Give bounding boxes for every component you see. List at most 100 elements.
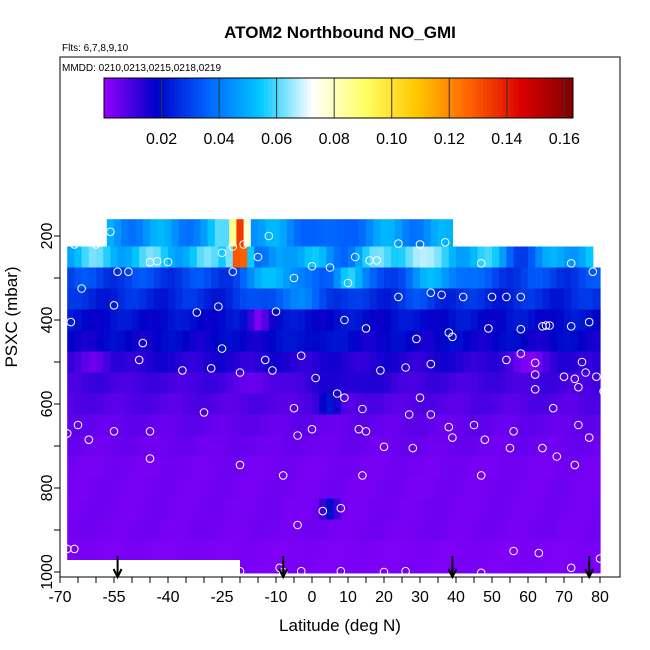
heatmap-cell: [74, 519, 83, 542]
heatmap-cell: [549, 435, 558, 458]
heatmap-cell: [492, 372, 500, 395]
heatmap-cell: [240, 246, 248, 269]
x-tick-label: 50: [483, 589, 501, 606]
heatmap-cell: [456, 330, 464, 353]
heatmap-cell: [506, 267, 515, 290]
heatmap-cell: [564, 330, 572, 353]
heatmap-cell: [409, 219, 417, 248]
heatmap-cell: [412, 267, 421, 290]
heatmap-cell: [585, 288, 594, 311]
heatmap-cell: [283, 435, 291, 458]
heatmap-cell: [153, 330, 162, 353]
heatmap-cell: [326, 498, 335, 521]
heatmap-cell: [74, 414, 83, 437]
heatmap-cell: [290, 288, 299, 311]
heatmap-cell: [456, 414, 464, 437]
heatmap-cell: [319, 519, 327, 542]
heatmap-cell: [276, 414, 284, 437]
heatmap-cell: [225, 435, 234, 458]
colorbar-swatch: [326, 78, 332, 118]
observation-point: [581, 368, 590, 377]
heatmap-cell: [535, 372, 543, 395]
heatmap-cell: [549, 540, 558, 560]
heatmap-cell: [384, 414, 392, 437]
heatmap-cell: [160, 498, 169, 521]
heatmap-cell: [117, 351, 126, 374]
heatmap-cell: [232, 498, 241, 521]
heatmap-cell: [384, 351, 392, 374]
heatmap-cell: [139, 456, 147, 479]
heatmap-cell: [585, 540, 594, 560]
heatmap-cell: [312, 435, 320, 458]
observation-point: [109, 427, 119, 436]
heatmap-cell: [146, 456, 155, 479]
heatmap-cell: [88, 246, 97, 269]
heatmap-cell: [542, 330, 551, 353]
heatmap-cell: [283, 519, 291, 542]
heatmap-cell: [189, 435, 198, 458]
heatmap-cell: [549, 477, 558, 500]
heatmap-cell: [297, 477, 306, 500]
heatmap-cell: [542, 414, 551, 437]
heatmap-cell: [564, 246, 572, 269]
heatmap-cell: [434, 559, 443, 574]
heatmap-cell: [276, 246, 284, 269]
heatmap-cell: [139, 393, 147, 416]
heatmap-cell: [441, 519, 450, 542]
heatmap-cell: [492, 267, 500, 290]
heatmap-cell: [153, 414, 162, 437]
colorbar-swatch: [467, 78, 472, 118]
heatmap-cell: [117, 393, 126, 416]
heatmap-cell: [283, 414, 291, 437]
heatmap-cell: [103, 456, 111, 479]
heatmap-cell: [398, 351, 407, 374]
heatmap-cell: [448, 540, 457, 560]
heatmap-cell: [391, 519, 399, 542]
heatmap-cell: [412, 393, 421, 416]
heatmap-cell: [276, 540, 284, 560]
heatmap-cell: [506, 435, 515, 458]
heatmap-cell: [585, 456, 594, 479]
heatmap-cell: [384, 540, 392, 560]
colorbar-swatch: [123, 78, 128, 118]
heatmap-cell: [312, 267, 320, 290]
heatmap-cell: [81, 414, 90, 437]
heatmap-cell: [196, 498, 205, 521]
heatmap-cell: [110, 246, 119, 269]
heatmap-cell: [160, 330, 169, 353]
heatmap-cell: [333, 559, 342, 574]
observation-point: [516, 292, 526, 302]
heatmap-cell: [276, 393, 284, 416]
heatmap-cell: [330, 219, 338, 248]
observation-point: [307, 261, 317, 271]
heatmap-cell: [211, 414, 219, 437]
heatmap-cell: [103, 540, 111, 560]
heatmap-cell: [362, 288, 371, 311]
heatmap-cell: [268, 498, 277, 521]
heatmap-cell: [211, 372, 219, 395]
colorbar-tick-label: 0.10: [376, 131, 407, 148]
heatmap-cell: [499, 246, 507, 269]
colorbar-tick-label: 0.06: [261, 131, 292, 148]
heatmap-cell: [110, 372, 119, 395]
observation-point: [530, 385, 540, 394]
heatmap-cell: [564, 414, 572, 437]
heatmap-cell: [312, 330, 320, 353]
heatmap-cell: [117, 309, 126, 332]
heatmap-cell: [204, 246, 212, 269]
heatmap-cell: [297, 351, 306, 374]
heatmap-cell: [240, 435, 248, 458]
heatmap-cell: [247, 559, 255, 574]
heatmap-cell: [549, 351, 558, 374]
heatmap-cell: [218, 351, 227, 374]
heatmap-cell: [96, 288, 104, 311]
heatmap-cell: [283, 351, 291, 374]
heatmap-cell: [340, 414, 349, 437]
heatmap-cell: [160, 246, 169, 269]
heatmap-cell: [340, 456, 349, 479]
heatmap-cell: [175, 477, 183, 500]
heatmap-cell: [250, 219, 259, 248]
heatmap-cell: [585, 246, 594, 269]
heatmap-cell: [470, 519, 479, 542]
heatmap-cell: [225, 414, 234, 437]
